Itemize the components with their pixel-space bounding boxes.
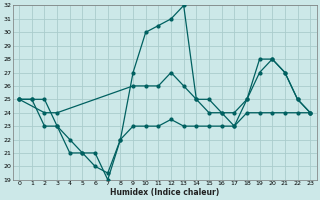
X-axis label: Humidex (Indice chaleur): Humidex (Indice chaleur) [110,188,219,197]
